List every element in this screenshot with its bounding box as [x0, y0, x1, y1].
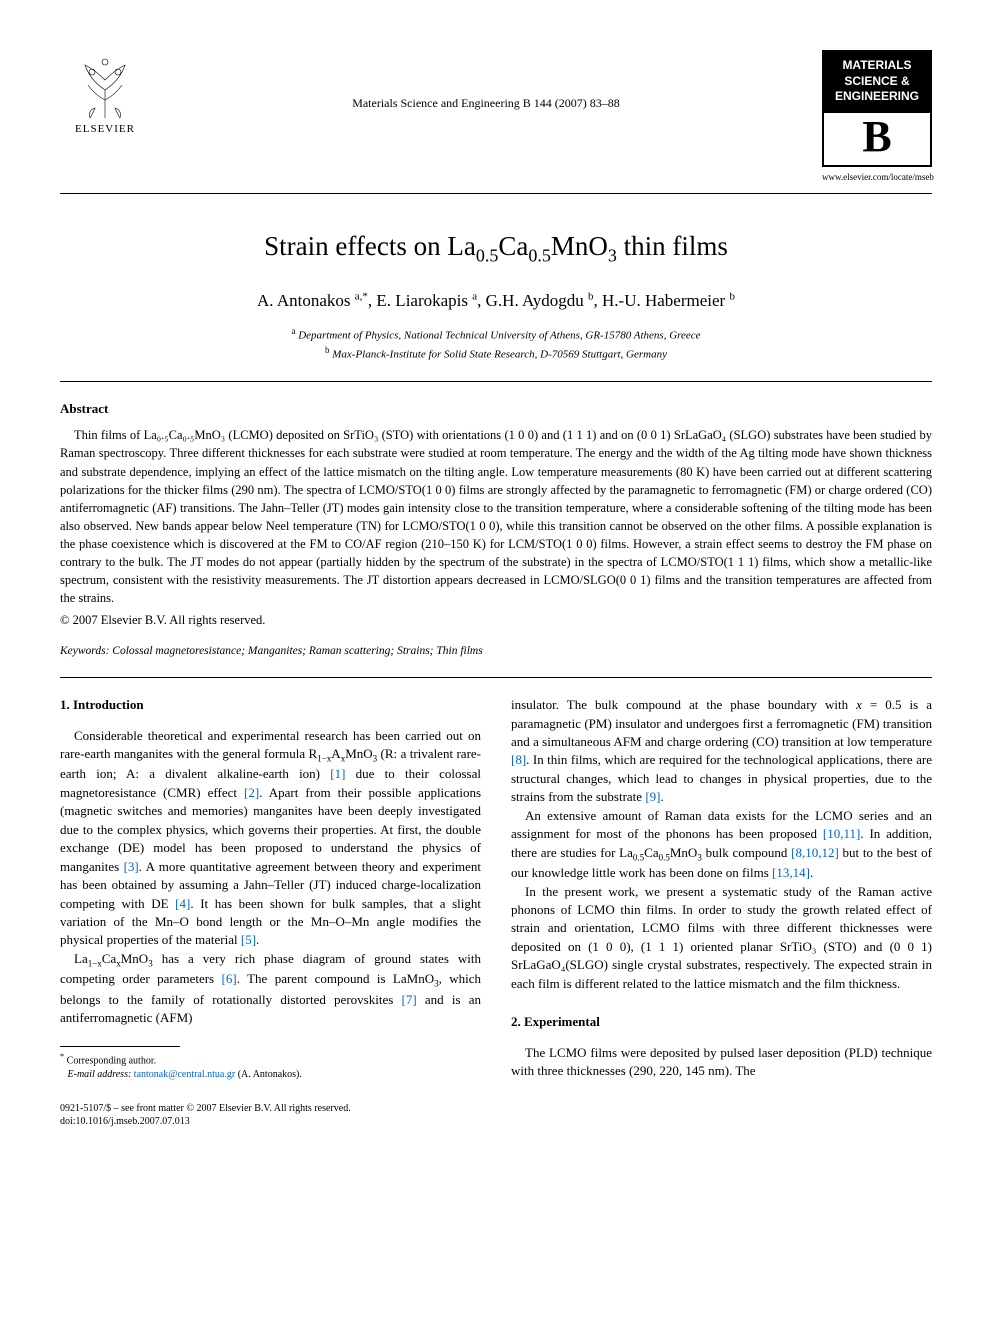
- badge-url: www.elsevier.com/locate/mseb: [822, 171, 932, 184]
- title-part: MnO: [551, 231, 608, 261]
- citation-link[interactable]: [7]: [401, 992, 416, 1007]
- section-heading-experimental: 2. Experimental: [511, 1013, 932, 1031]
- footer-left: 0921-5107/$ – see front matter © 2007 El…: [60, 1102, 351, 1128]
- author-affiliation-mark: a: [472, 290, 477, 302]
- page-footer: 0921-5107/$ – see front matter © 2007 El…: [60, 1102, 932, 1128]
- affiliation-text: Max-Planck-Institute for Solid State Res…: [332, 349, 667, 361]
- citation-link[interactable]: [6]: [222, 971, 237, 986]
- title-sub: 0.5: [528, 246, 551, 266]
- badge-letter: B: [822, 113, 932, 167]
- keywords: Keywords: Colossal magnetoresistance; Ma…: [60, 643, 932, 659]
- email-label: E-mail address:: [68, 1069, 132, 1080]
- affiliation-sup: a: [291, 326, 295, 336]
- affiliations: a Department of Physics, National Techni…: [60, 325, 932, 363]
- abstract-body: Thin films of La₀.₅Ca₀.₅MnO₃ (LCMO) depo…: [60, 426, 932, 607]
- citation-link[interactable]: [4]: [175, 896, 190, 911]
- email-tail: (A. Antonakos).: [238, 1069, 302, 1080]
- paragraph: insulator. The bulk compound at the phas…: [511, 696, 932, 807]
- footnote-label: Corresponding author.: [67, 1055, 156, 1066]
- author-name: E. Liarokapis: [376, 291, 468, 310]
- author-name: H.-U. Habermeier: [602, 291, 725, 310]
- badge-title: MATERIALS SCIENCE & ENGINEERING: [822, 50, 932, 113]
- affiliation-a: a Department of Physics, National Techni…: [60, 325, 932, 344]
- paragraph: In the present work, we present a system…: [511, 883, 932, 994]
- title-sub: 0.5: [476, 246, 499, 266]
- right-column: insulator. The bulk compound at the phas…: [511, 696, 932, 1082]
- paragraph: Considerable theoretical and experimenta…: [60, 727, 481, 950]
- title-sub: 3: [608, 246, 617, 266]
- section-heading-introduction: 1. Introduction: [60, 696, 481, 714]
- citation-link[interactable]: [3]: [124, 859, 139, 874]
- page-header: ELSEVIER Materials Science and Engineeri…: [60, 50, 932, 194]
- title-part: thin films: [617, 231, 728, 261]
- title-part: Ca: [498, 231, 528, 261]
- citation-link[interactable]: [2]: [244, 785, 259, 800]
- badge-line-3: ENGINEERING: [828, 89, 926, 105]
- author-list: A. Antonakos a,*, E. Liarokapis a, G.H. …: [60, 289, 932, 313]
- corresponding-author-footnote: * Corresponding author. E-mail address: …: [60, 1051, 481, 1082]
- journal-badge: MATERIALS SCIENCE & ENGINEERING B www.el…: [822, 50, 932, 183]
- divider: [60, 381, 932, 382]
- doi-line: doi:10.1016/j.mseb.2007.07.013: [60, 1115, 351, 1128]
- citation-link[interactable]: [10,11]: [823, 826, 860, 841]
- elsevier-tree-icon: [70, 50, 140, 120]
- divider: [60, 677, 932, 678]
- paragraph: La1−xCaxMnO3 has a very rich phase diagr…: [60, 950, 481, 1028]
- author-affiliation-mark: b: [729, 290, 735, 302]
- badge-line-2: SCIENCE &: [828, 74, 926, 90]
- two-column-body: 1. Introduction Considerable theoretical…: [60, 696, 932, 1082]
- citation-link[interactable]: [8,10,12]: [791, 845, 839, 860]
- journal-reference: Materials Science and Engineering B 144 …: [150, 50, 822, 112]
- left-column: 1. Introduction Considerable theoretical…: [60, 696, 481, 1082]
- title-part: Strain effects on La: [264, 231, 476, 261]
- affiliation-text: Department of Physics, National Technica…: [298, 329, 700, 341]
- email-link[interactable]: tantonak@central.ntua.gr: [134, 1069, 235, 1080]
- affiliation-b: b Max-Planck-Institute for Solid State R…: [60, 344, 932, 363]
- citation-link[interactable]: [5]: [241, 932, 256, 947]
- paragraph: The LCMO films were deposited by pulsed …: [511, 1044, 932, 1081]
- author-name: A. Antonakos: [257, 291, 351, 310]
- footnote-divider: [60, 1046, 180, 1047]
- citation-link[interactable]: [8]: [511, 752, 526, 767]
- copyright-line: © 2007 Elsevier B.V. All rights reserved…: [60, 612, 932, 630]
- badge-line-1: MATERIALS: [828, 58, 926, 74]
- keywords-label: Keywords:: [60, 645, 109, 657]
- citation-link[interactable]: [9]: [645, 789, 660, 804]
- keywords-list: Colossal magnetoresistance; Manganites; …: [112, 645, 482, 657]
- article-title: Strain effects on La0.5Ca0.5MnO3 thin fi…: [60, 228, 932, 269]
- corresponding-mark: *: [362, 290, 368, 302]
- issn-line: 0921-5107/$ – see front matter © 2007 El…: [60, 1102, 351, 1115]
- author-name: G.H. Aydogdu: [486, 291, 584, 310]
- footnote-mark: *: [60, 1052, 64, 1061]
- publisher-label: ELSEVIER: [75, 122, 135, 137]
- citation-link[interactable]: [13,14]: [772, 865, 810, 880]
- citation-link[interactable]: [1]: [330, 766, 345, 781]
- author-affiliation-mark: b: [588, 290, 594, 302]
- publisher-logo: ELSEVIER: [60, 50, 150, 137]
- paragraph: An extensive amount of Raman data exists…: [511, 807, 932, 883]
- abstract-heading: Abstract: [60, 400, 932, 418]
- affiliation-sup: b: [325, 345, 330, 355]
